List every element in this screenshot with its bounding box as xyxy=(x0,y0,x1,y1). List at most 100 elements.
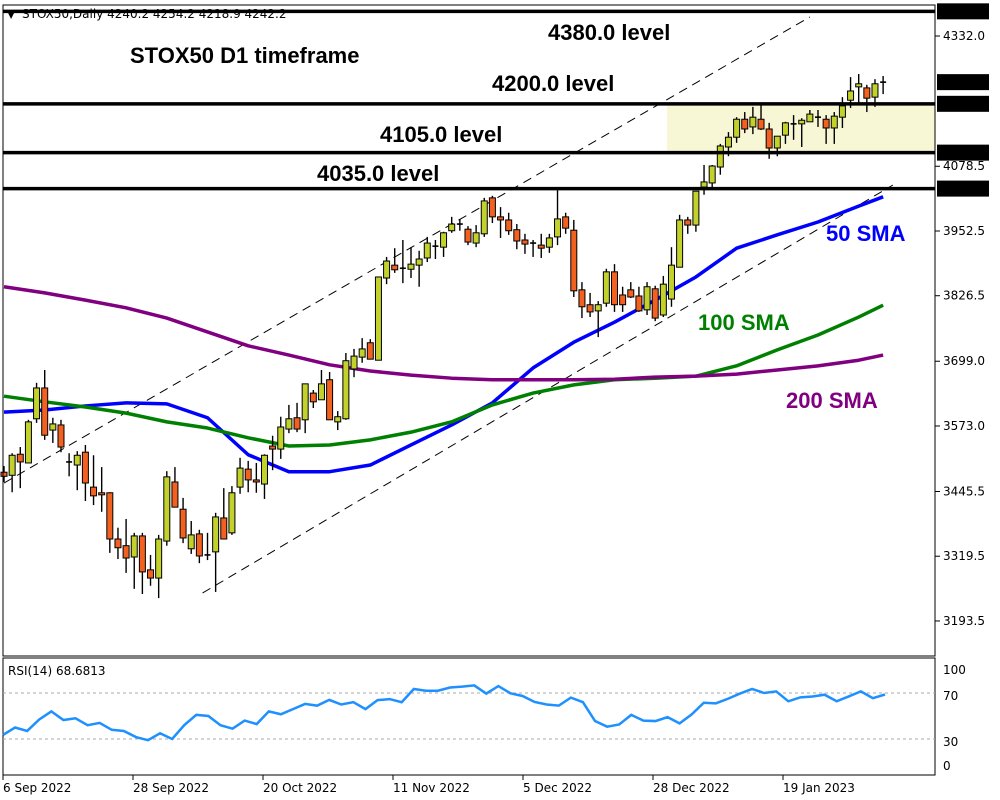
candle-body xyxy=(602,271,610,304)
level-label-4380: 4380.0 level xyxy=(548,20,670,45)
candle-body xyxy=(798,119,806,125)
horizontal-levels[interactable] xyxy=(3,9,935,191)
candle xyxy=(749,106,757,135)
candle xyxy=(252,462,260,493)
x-tick-label: 11 Nov 2022 xyxy=(393,781,470,795)
candle xyxy=(106,492,114,553)
candle xyxy=(635,286,643,312)
zone-rect xyxy=(667,103,935,153)
y-tick-label: 3319.5 xyxy=(943,549,985,563)
candle-body xyxy=(667,264,675,300)
candle-body xyxy=(187,534,195,550)
candle xyxy=(667,247,675,307)
candle-body xyxy=(505,219,513,232)
candle xyxy=(684,216,692,234)
candle-body xyxy=(863,87,871,99)
candle xyxy=(488,195,496,224)
consolidation-zone xyxy=(667,103,935,153)
candle xyxy=(415,250,423,287)
candle-body xyxy=(179,508,187,539)
candle xyxy=(611,264,618,312)
price-label-box xyxy=(937,95,989,112)
candle xyxy=(497,207,505,238)
candle-body xyxy=(838,105,846,118)
x-tick-label: 6 Sep 2022 xyxy=(3,781,71,795)
candle xyxy=(554,190,562,246)
candle-body xyxy=(871,83,879,98)
candle xyxy=(806,109,814,123)
rsi-tick-label: 70 xyxy=(943,689,958,703)
candle xyxy=(163,471,171,546)
candle xyxy=(863,84,871,113)
candle xyxy=(521,233,529,254)
candle-body xyxy=(749,116,757,128)
sma-line-50 xyxy=(3,195,884,474)
candle xyxy=(334,411,342,431)
candle xyxy=(122,518,130,573)
candle xyxy=(513,224,521,250)
candle xyxy=(195,529,203,564)
candle-body xyxy=(285,418,293,430)
candle-body xyxy=(122,545,130,559)
moving-averages xyxy=(3,195,884,474)
trend-channel xyxy=(3,16,894,594)
candle xyxy=(204,532,211,561)
rsi-tick-label: 30 xyxy=(943,735,958,749)
candle xyxy=(733,117,741,143)
candle xyxy=(790,115,797,140)
candle-body xyxy=(700,181,708,188)
candle-body xyxy=(260,454,268,485)
candle-body xyxy=(342,360,350,420)
candle xyxy=(350,348,358,378)
level-label-4200: 4200.0 level xyxy=(492,71,614,96)
y-tick-label: 3193.5 xyxy=(943,614,985,628)
candle xyxy=(66,453,73,477)
y-tick-label: 3573.0 xyxy=(943,419,985,433)
candle xyxy=(741,112,749,134)
candle-body xyxy=(448,223,456,232)
candle-body xyxy=(692,190,700,226)
candle-body xyxy=(472,232,480,244)
candle xyxy=(643,282,651,315)
candle-body xyxy=(90,486,98,497)
candle xyxy=(73,451,81,491)
candle-body xyxy=(244,468,252,481)
candle-body xyxy=(480,200,488,235)
candle-body xyxy=(724,136,732,148)
candle xyxy=(530,239,537,257)
candle-body xyxy=(513,229,521,242)
candle-body xyxy=(236,467,244,488)
candle xyxy=(432,239,439,259)
candle-body xyxy=(171,481,179,508)
sma-line-200 xyxy=(3,285,884,382)
candle xyxy=(570,219,578,298)
candle xyxy=(798,118,806,147)
candle-body xyxy=(855,83,863,88)
candle-body xyxy=(635,295,643,312)
candle xyxy=(659,275,667,318)
price-label-box xyxy=(937,3,989,20)
candle xyxy=(228,486,236,535)
rsi-tick-label: 0 xyxy=(943,759,951,773)
candle-body xyxy=(212,516,220,553)
triangle-down-icon[interactable]: ▼ xyxy=(8,11,15,20)
candle-body xyxy=(98,492,106,496)
candle-body xyxy=(41,387,49,436)
candle xyxy=(326,372,334,421)
candle-body xyxy=(586,304,594,313)
candle xyxy=(440,231,448,257)
candle-body xyxy=(163,476,171,542)
candle xyxy=(317,369,325,401)
candle xyxy=(212,512,220,592)
candle-body xyxy=(130,535,138,558)
candle-body xyxy=(366,342,374,360)
x-tick-label: 28 Dec 2022 xyxy=(653,781,730,795)
candle xyxy=(627,282,635,299)
candle xyxy=(81,444,89,501)
rsi-line xyxy=(2,684,886,742)
candle-body xyxy=(554,218,562,238)
symbol-info: STOX50,Daily 4240.2 4254.2 4218.9 4242.2 xyxy=(22,7,287,21)
candle xyxy=(155,534,163,599)
candle-body xyxy=(33,387,41,420)
